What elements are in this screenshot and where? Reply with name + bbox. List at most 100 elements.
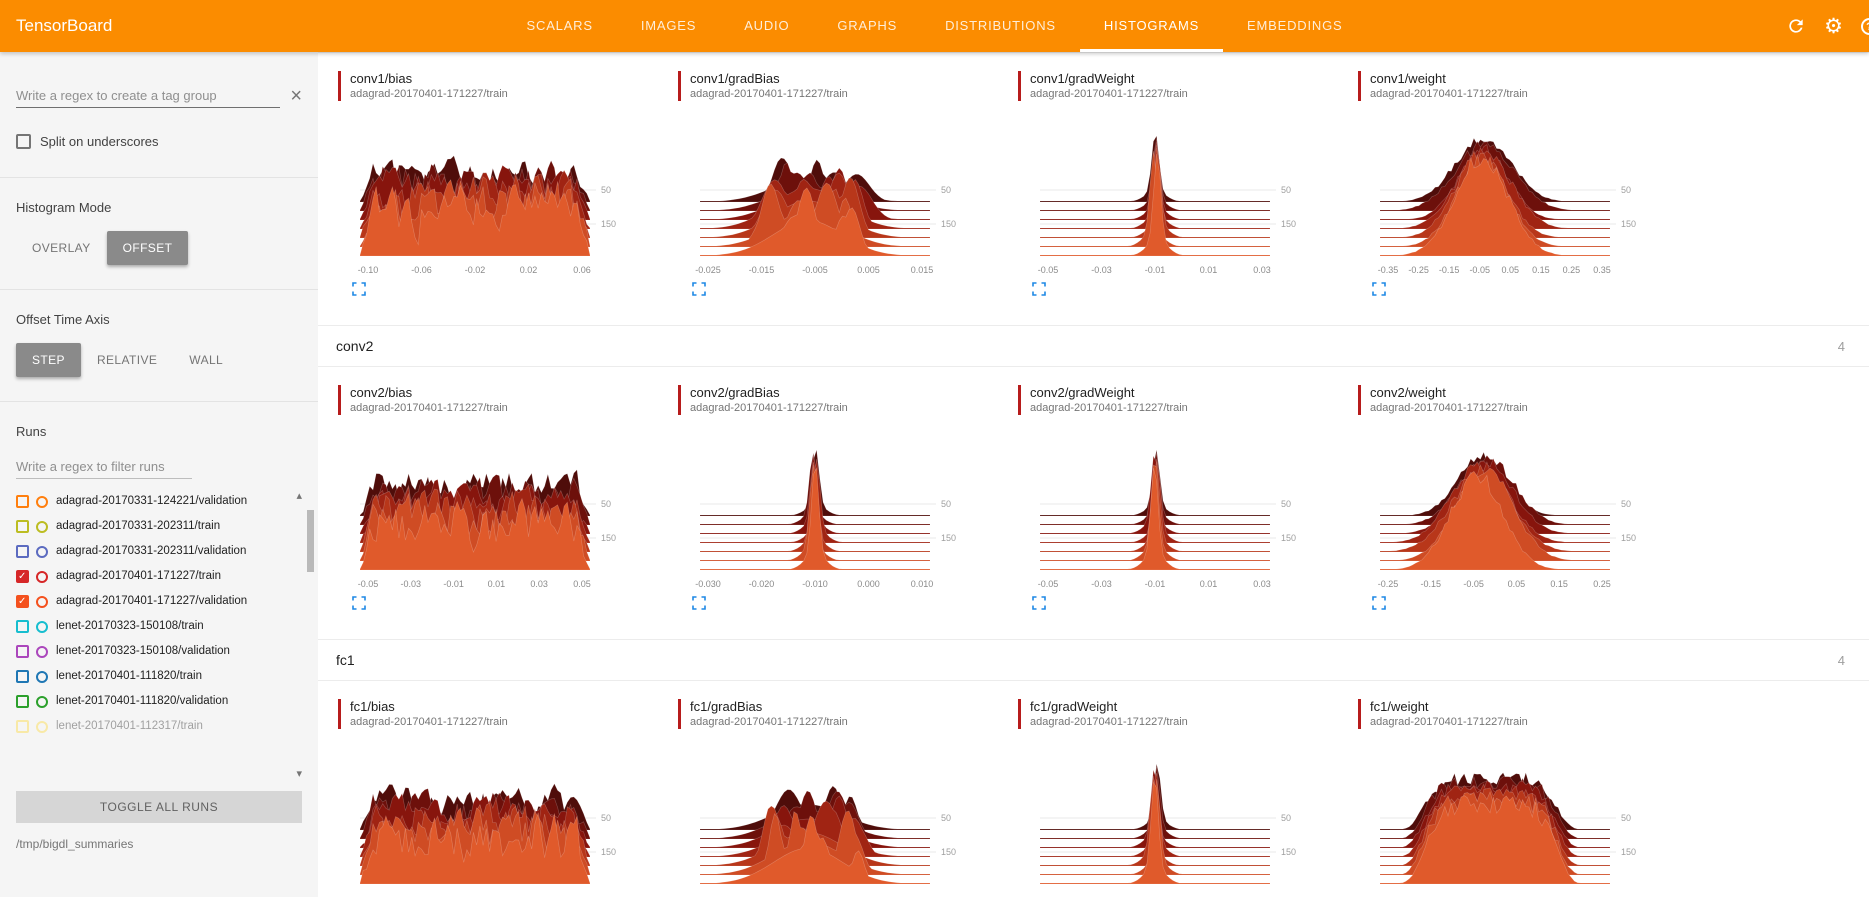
run-checkbox[interactable]: [16, 695, 29, 708]
run-row[interactable]: lenet-20170323-150108/train: [16, 614, 284, 639]
tab-audio[interactable]: AUDIO: [744, 18, 790, 33]
tab-embeddings[interactable]: EMBEDDINGS: [1247, 18, 1343, 33]
histogram-chart: 50 150: [1379, 771, 1636, 885]
svg-text:50: 50: [601, 813, 611, 823]
histogram-card: conv2/gradWeight adagrad-20170401-171227…: [1018, 385, 1358, 615]
run-checkbox[interactable]: [16, 520, 29, 533]
run-checkbox[interactable]: [16, 545, 29, 558]
run-row[interactable]: adagrad-20170331-202311/train: [16, 514, 284, 539]
svg-text:150: 150: [1621, 533, 1636, 543]
expand-icon[interactable]: [692, 596, 706, 615]
tab-distributions[interactable]: DISTRIBUTIONS: [945, 18, 1056, 33]
histogram-mode-overlay-button[interactable]: OVERLAY: [16, 231, 107, 265]
run-row[interactable]: lenet-20170401-111820/validation: [16, 689, 284, 714]
category-cards: conv2/bias adagrad-20170401-171227/train…: [318, 367, 1869, 639]
card-run-subtitle: adagrad-20170401-171227/train: [690, 402, 848, 414]
svg-text:150: 150: [601, 847, 616, 857]
histogram-chart: 50 150: [699, 785, 956, 885]
toggle-all-runs-button[interactable]: TOGGLE ALL RUNS: [16, 791, 302, 823]
svg-text:0.35: 0.35: [1593, 265, 1611, 275]
run-checkbox[interactable]: [16, 720, 29, 733]
svg-text:50: 50: [941, 813, 951, 823]
split-underscores-checkbox[interactable]: Split on underscores: [16, 134, 302, 149]
category-section: conv2 4 conv2/bias adagrad-20170401-1712…: [318, 325, 1869, 639]
card-run-subtitle: adagrad-20170401-171227/train: [1030, 88, 1188, 100]
card-run-subtitle: adagrad-20170401-171227/train: [1370, 88, 1528, 100]
card-header: conv1/weight adagrad-20170401-171227/tra…: [1358, 71, 1698, 101]
svg-text:-0.25: -0.25: [1408, 265, 1429, 275]
card-tag-title: conv1/bias: [350, 71, 413, 86]
run-checkbox[interactable]: [16, 620, 29, 633]
expand-icon[interactable]: [1032, 596, 1046, 615]
histogram-card: fc1/bias adagrad-20170401-171227/train 5…: [338, 699, 678, 897]
expand-icon[interactable]: [1032, 282, 1046, 301]
run-row[interactable]: adagrad-20170401-171227/validation: [16, 589, 284, 614]
run-color-bar: [338, 699, 341, 729]
runs-filter-input[interactable]: [16, 455, 192, 479]
tab-images[interactable]: IMAGES: [640, 18, 697, 33]
svg-text:-0.25: -0.25: [1378, 579, 1399, 589]
tab-graphs[interactable]: GRAPHS: [837, 18, 898, 33]
scroll-up-icon[interactable]: ▴: [296, 490, 302, 502]
run-row[interactable]: lenet-20170323-150108/validation: [16, 639, 284, 664]
svg-text:-0.10: -0.10: [358, 265, 379, 275]
histogram-chart: 50 150 -0.025 -0.015 -0.005 0.005 0.015: [695, 157, 956, 275]
expand-icon[interactable]: [692, 282, 706, 301]
histogram-card: fc1/gradWeight adagrad-20170401-171227/t…: [1018, 699, 1358, 897]
run-row[interactable]: lenet-20170401-112317/train: [16, 714, 284, 739]
histogram-mode-offset-button[interactable]: OFFSET: [106, 231, 189, 265]
histogram-chart: 50 150 -0.030 -0.020 -0.010 0.000 0.010: [695, 449, 956, 589]
scroll-down-icon[interactable]: ▾: [296, 768, 302, 780]
run-color-swatch: [36, 571, 48, 583]
run-checkbox[interactable]: [16, 570, 29, 583]
run-row[interactable]: adagrad-20170331-124221/validation: [16, 489, 284, 514]
expand-icon[interactable]: [352, 282, 366, 301]
settings-icon[interactable]: ⚙: [1824, 14, 1843, 38]
run-row[interactable]: lenet-20170401-111820/train: [16, 664, 284, 689]
histogram-card: conv1/bias adagrad-20170401-171227/train…: [338, 71, 678, 301]
run-color-bar: [678, 71, 681, 101]
card-tag-title: conv2/weight: [1370, 385, 1446, 400]
run-list-scrollbar[interactable]: [307, 510, 314, 572]
run-checkbox[interactable]: [16, 495, 29, 508]
app-title: TensorBoard: [16, 16, 113, 35]
refresh-icon[interactable]: [1786, 16, 1806, 36]
svg-text:50: 50: [1621, 813, 1631, 823]
help-icon[interactable]: ?: [1861, 17, 1869, 35]
card-header: conv1/gradBias adagrad-20170401-171227/t…: [678, 71, 1018, 101]
card-tag-title: conv2/bias: [350, 385, 413, 400]
run-row[interactable]: adagrad-20170401-171227/train: [16, 564, 284, 589]
card-header: fc1/gradBias adagrad-20170401-171227/tra…: [678, 699, 1018, 729]
run-checkbox[interactable]: [16, 670, 29, 683]
offset-axis-step-button[interactable]: STEP: [16, 343, 81, 377]
card-run-subtitle: adagrad-20170401-171227/train: [690, 716, 848, 728]
run-color-swatch: [36, 521, 48, 533]
svg-text:-0.01: -0.01: [1145, 579, 1166, 589]
expand-icon[interactable]: [352, 596, 366, 615]
run-checkbox[interactable]: [16, 645, 29, 658]
run-name: lenet-20170401-111820/validation: [56, 695, 229, 707]
run-color-bar: [338, 71, 341, 101]
expand-icon[interactable]: [1372, 596, 1386, 615]
run-row[interactable]: adagrad-20170331-202311/validation: [16, 539, 284, 564]
run-color-bar: [338, 385, 341, 415]
run-color-swatch: [36, 671, 48, 683]
expand-icon[interactable]: [1372, 282, 1386, 301]
offset-axis-wall-button[interactable]: WALL: [173, 343, 239, 377]
main-content: conv1 4 conv1/bias adagrad-20170401-1712…: [318, 52, 1869, 897]
category-name: fc1: [336, 652, 355, 668]
tag-regex-input[interactable]: [16, 84, 281, 108]
histogram-card: conv1/gradWeight adagrad-20170401-171227…: [1018, 71, 1358, 301]
card-header: conv2/bias adagrad-20170401-171227/train: [338, 385, 678, 415]
clear-icon[interactable]: ×: [290, 85, 302, 107]
tab-histograms[interactable]: HISTOGRAMS: [1080, 0, 1223, 52]
card-header: conv2/gradWeight adagrad-20170401-171227…: [1018, 385, 1358, 415]
category-header[interactable]: conv2 4: [318, 325, 1869, 367]
log-dir-path: /tmp/bigdl_summaries: [16, 837, 134, 851]
run-checkbox[interactable]: [16, 595, 29, 608]
card-run-subtitle: adagrad-20170401-171227/train: [350, 402, 508, 414]
category-header[interactable]: fc1 4: [318, 639, 1869, 681]
offset-axis-relative-button[interactable]: RELATIVE: [81, 343, 173, 377]
run-color-swatch: [36, 496, 48, 508]
tab-scalars[interactable]: SCALARS: [526, 18, 593, 33]
